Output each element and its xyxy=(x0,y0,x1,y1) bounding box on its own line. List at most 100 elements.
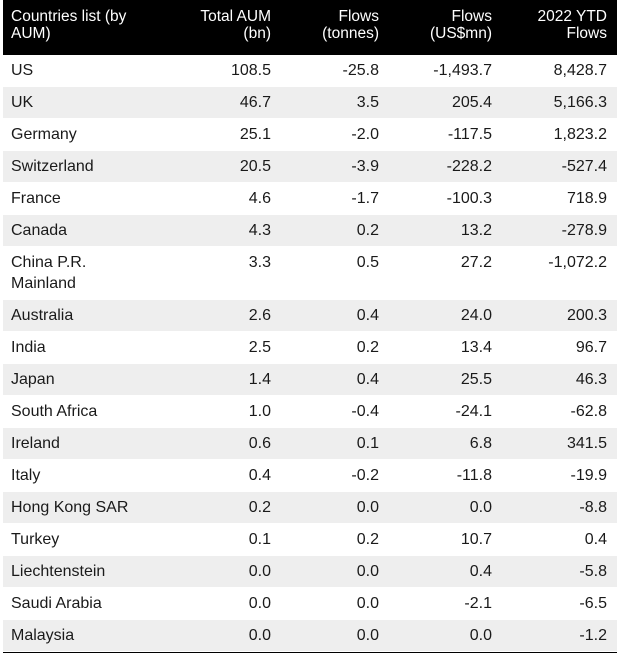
table-row: Japan 1.4 0.4 25.5 46.3 xyxy=(3,364,617,396)
cell-ytd-flows: -1.2 xyxy=(579,627,607,644)
table-row: Canada 4.3 0.2 13.2 -278.9 xyxy=(3,215,617,247)
cell-total-aum: 0.2 xyxy=(248,499,271,516)
cell-flows-tonnes: 0.0 xyxy=(356,627,379,644)
cell-flows-tonnes: -1.7 xyxy=(351,190,379,207)
cell-total-aum: 3.3 xyxy=(248,254,271,271)
table-row: France 4.6 -1.7 -100.3 718.9 xyxy=(3,183,617,215)
cell-country: Germany xyxy=(11,126,77,143)
header-ytd-flows: 2022 YTD Flows xyxy=(496,0,617,54)
table-row: Hong Kong SAR 0.2 0.0 0.0 -8.8 xyxy=(3,492,617,524)
cell-total-aum: 0.0 xyxy=(248,563,271,580)
cell-ytd-flows: 46.3 xyxy=(575,371,607,388)
header-ytd-flows-line2: Flows xyxy=(566,25,607,42)
table-row: Saudi Arabia 0.0 0.0 -2.1 -6.5 xyxy=(3,588,617,620)
cell-flows-tonnes: -25.8 xyxy=(342,62,379,79)
cell-country: Australia xyxy=(11,307,74,324)
cell-total-aum: 2.6 xyxy=(248,307,271,324)
cell-ytd-flows: -278.9 xyxy=(561,222,607,239)
cell-flows-tonnes: -3.9 xyxy=(351,158,379,175)
cell-ytd-flows: -6.5 xyxy=(579,595,607,612)
cell-ytd-flows: 0.4 xyxy=(584,531,607,548)
cell-flows-usd: -228.2 xyxy=(446,158,492,175)
cell-country: France xyxy=(11,190,61,207)
cell-flows-usd: -1,493.7 xyxy=(433,62,492,79)
header-total-aum-line1: Total AUM xyxy=(200,8,271,25)
table-row: US 108.5 -25.8 -1,493.7 8,428.7 xyxy=(3,55,617,87)
table-row: Australia 2.6 0.4 24.0 200.3 xyxy=(3,300,617,332)
cell-ytd-flows: -19.9 xyxy=(570,467,607,484)
cell-ytd-flows: 8,428.7 xyxy=(553,62,607,79)
cell-country: Ireland xyxy=(11,435,60,452)
cell-total-aum: 0.1 xyxy=(248,531,271,548)
cell-total-aum: 4.3 xyxy=(248,222,271,239)
cell-country: Italy xyxy=(11,467,41,484)
header-total-aum-line2: (bn) xyxy=(243,25,271,42)
table-row: South Africa 1.0 -0.4 -24.1 -62.8 xyxy=(3,396,617,428)
cell-flows-usd: 0.4 xyxy=(469,563,492,580)
cell-country: Malaysia xyxy=(11,627,75,644)
cell-flows-usd: 205.4 xyxy=(451,94,492,111)
header-flows-tonnes-line1: Flows xyxy=(338,8,379,25)
cell-country: Saudi Arabia xyxy=(11,595,102,612)
cell-country: Japan xyxy=(11,371,55,388)
cell-flows-tonnes: -2.0 xyxy=(351,126,379,143)
header-flows-tonnes: Flows (tonnes) xyxy=(273,0,381,54)
cell-ytd-flows: 200.3 xyxy=(566,307,607,324)
cell-ytd-flows: 5,166.3 xyxy=(553,94,607,111)
cell-flows-usd: 24.0 xyxy=(460,307,492,324)
cell-flows-tonnes: 3.5 xyxy=(356,94,379,111)
cell-ytd-flows: 1,823.2 xyxy=(553,126,607,143)
cell-flows-tonnes: 0.2 xyxy=(356,222,379,239)
header-flows-tonnes-line2: (tonnes) xyxy=(322,25,379,42)
table-header: Countries list (by AUM) Total AUM (bn) F… xyxy=(3,0,617,55)
cell-flows-tonnes: 0.0 xyxy=(356,563,379,580)
header-flows-usd-line1: Flows xyxy=(451,8,492,25)
cell-flows-usd: 0.0 xyxy=(469,499,492,516)
table-row: China P.R. Mainland 3.3 0.5 27.2 -1,072.2 xyxy=(3,247,617,300)
cell-total-aum: 0.6 xyxy=(248,435,271,452)
cell-ytd-flows: 341.5 xyxy=(566,435,607,452)
cell-ytd-flows: -5.8 xyxy=(579,563,607,580)
cell-ytd-flows: 718.9 xyxy=(566,190,607,207)
cell-flows-tonnes: 0.1 xyxy=(356,435,379,452)
cell-ytd-flows: -8.8 xyxy=(579,499,607,516)
cell-flows-tonnes: -0.2 xyxy=(351,467,379,484)
cell-flows-tonnes: 0.4 xyxy=(356,307,379,324)
cell-ytd-flows: -1,072.2 xyxy=(548,254,607,271)
cell-flows-usd: -117.5 xyxy=(447,126,492,143)
cell-flows-usd: 27.2 xyxy=(460,254,492,271)
cell-country-line: Mainland xyxy=(11,275,76,292)
cell-total-aum: 2.5 xyxy=(248,339,271,356)
table-row: Switzerland 20.5 -3.9 -228.2 -527.4 xyxy=(3,151,617,183)
cell-country: Hong Kong SAR xyxy=(11,499,129,516)
cell-total-aum: 20.5 xyxy=(239,158,271,175)
cell-flows-tonnes: 0.2 xyxy=(356,531,379,548)
cell-flows-usd: 13.4 xyxy=(460,339,492,356)
cell-country: Turkey xyxy=(11,531,60,548)
cell-flows-usd: 25.5 xyxy=(460,371,492,388)
cell-flows-usd: -100.3 xyxy=(446,190,492,207)
table-row: Italy 0.4 -0.2 -11.8 -19.9 xyxy=(3,460,617,492)
cell-total-aum: 4.6 xyxy=(248,190,271,207)
cell-country: Canada xyxy=(11,222,68,239)
cell-country-line: China P.R. xyxy=(11,254,87,271)
table-row: Ireland 0.6 0.1 6.8 341.5 xyxy=(3,428,617,460)
cell-flows-usd: -11.8 xyxy=(456,467,492,484)
cell-flows-usd: 0.0 xyxy=(469,627,492,644)
cell-country: US xyxy=(11,62,34,79)
header-flows-usd-line2: (US$mn) xyxy=(429,25,492,42)
cell-total-aum: 0.0 xyxy=(248,627,271,644)
cell-total-aum: 25.1 xyxy=(239,126,271,143)
cell-ytd-flows: -62.8 xyxy=(570,403,607,420)
cell-total-aum: 46.7 xyxy=(239,94,271,111)
table-body: US 108.5 -25.8 -1,493.7 8,428.7 UK 46.7 3.5 205.… xyxy=(3,55,617,652)
cell-country: Switzerland xyxy=(11,158,94,175)
header-country-line2: AUM) xyxy=(11,25,51,42)
table-row: UK 46.7 3.5 205.4 5,166.3 xyxy=(3,87,617,119)
header-ytd-flows-line1: 2022 YTD xyxy=(537,8,607,25)
cell-flows-tonnes: 0.5 xyxy=(356,254,379,271)
cell-flows-tonnes: 0.0 xyxy=(356,499,379,516)
cell-ytd-flows: 96.7 xyxy=(575,339,607,356)
cell-country: India xyxy=(11,339,46,356)
cell-flows-tonnes: 0.4 xyxy=(356,371,379,388)
